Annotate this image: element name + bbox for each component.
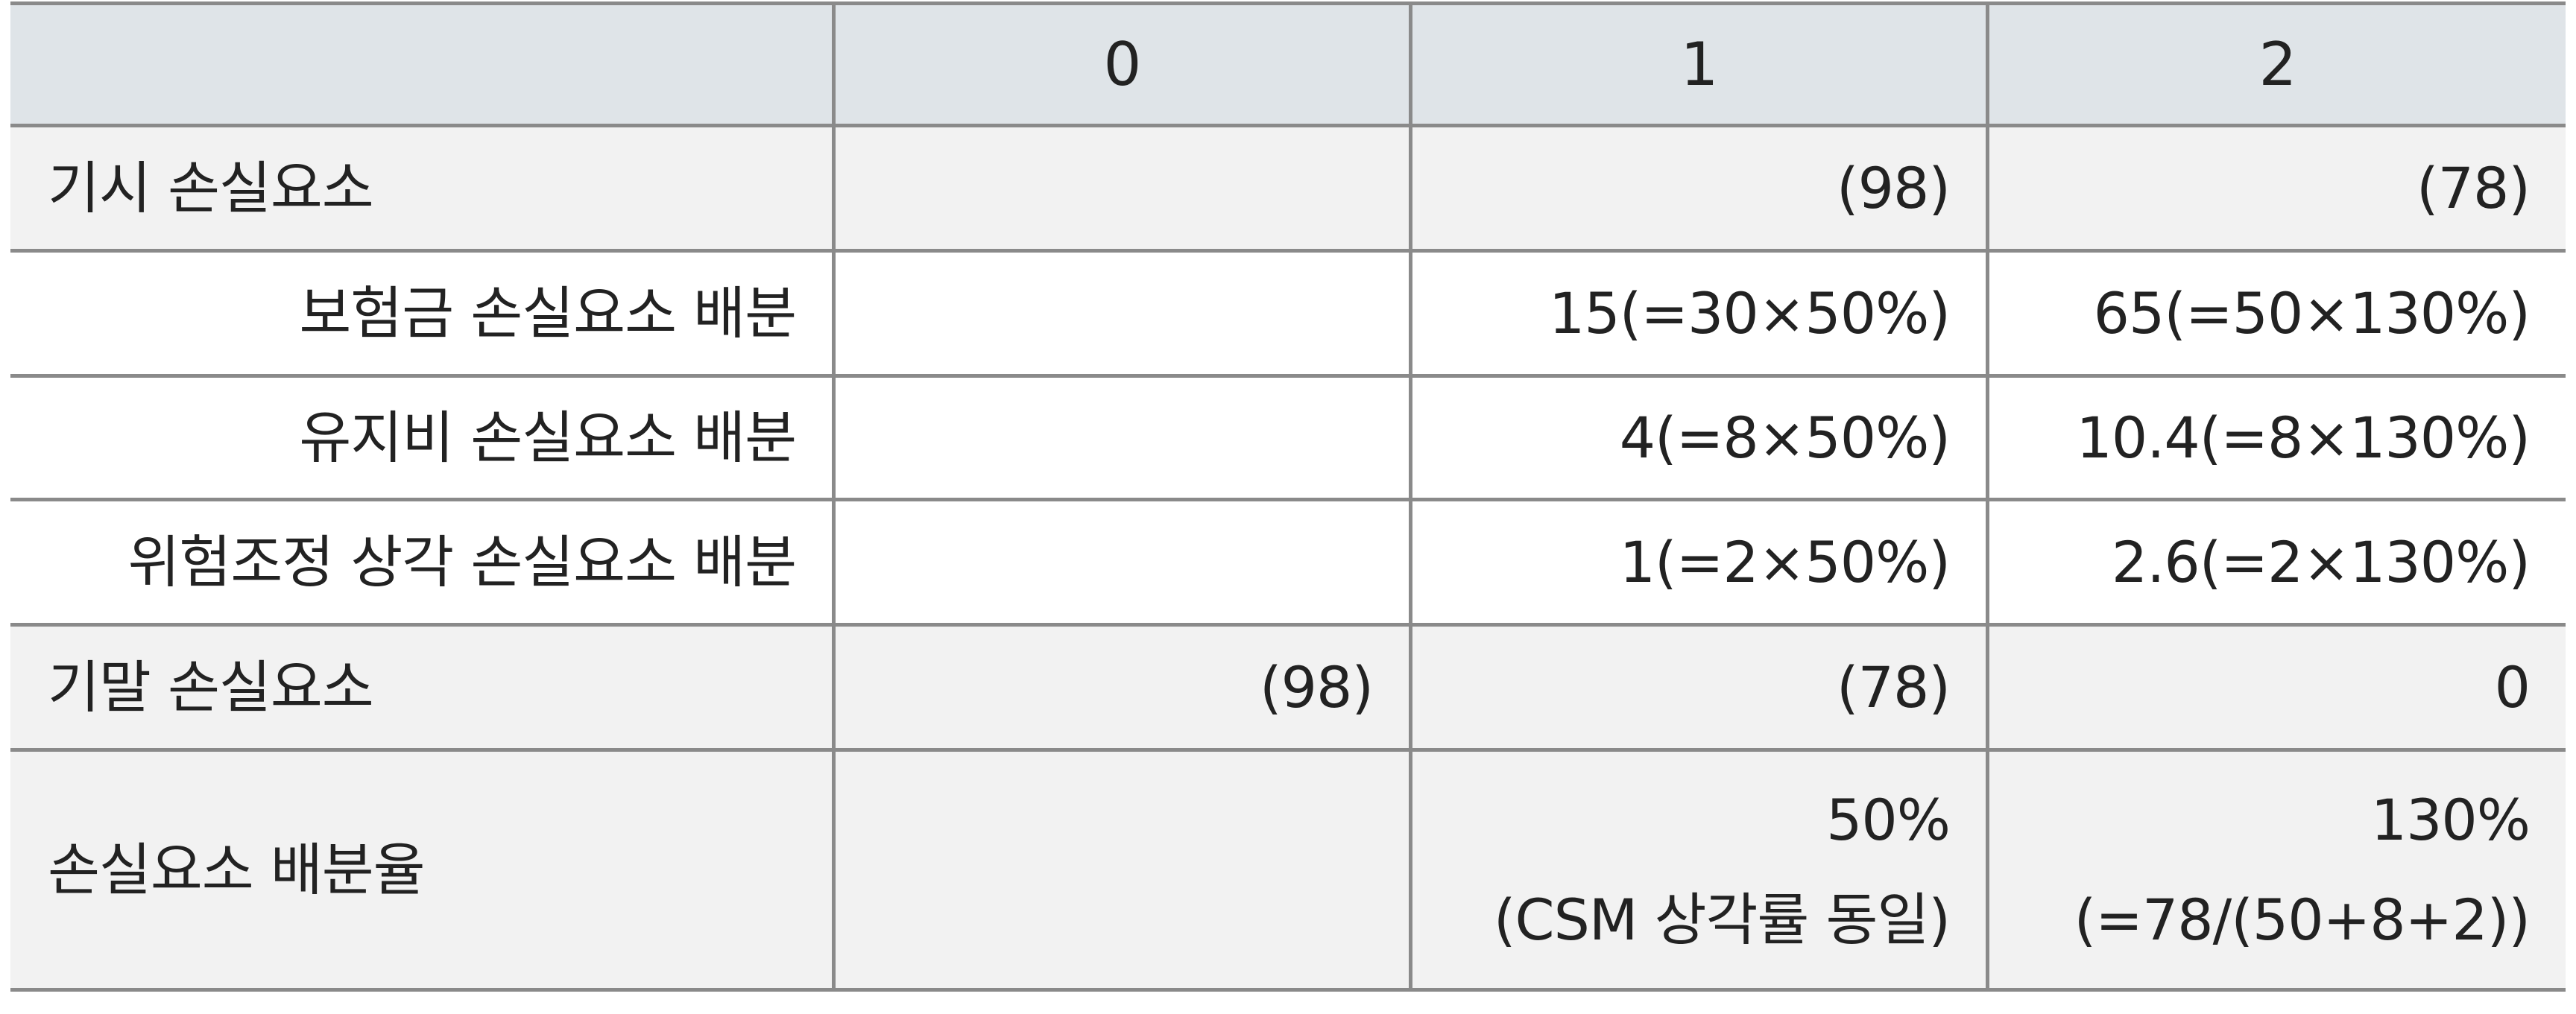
col-rule-1: [832, 1, 836, 992]
rule-after-header: [10, 124, 2566, 127]
header-period-0: 0: [1103, 29, 1142, 99]
cell-r5-c1: (78): [1836, 653, 1951, 720]
row-4-bg: [10, 499, 2566, 624]
rule-after-row-3: [10, 498, 2566, 501]
cell-r5-c0: (98): [1259, 653, 1374, 720]
col-rule-2: [1409, 1, 1412, 992]
cell-r3-c1: 4(=8×50%): [1619, 404, 1951, 471]
rule-top: [10, 1, 2566, 5]
cell-r6-c1: 50% (CSM 상각률 동일): [1412, 752, 1986, 988]
cell-r2-c2: 65(=50×130%): [2093, 279, 2531, 346]
row-3-bg: [10, 376, 2566, 499]
col-rule-3: [1986, 1, 1989, 992]
row-label-maintenance-allocation: 유지비 손실요소 배분: [299, 404, 797, 471]
row-label-allocation-ratio: 손실요소 배분율: [48, 836, 426, 903]
cell-r2-c1: 15(=30×50%): [1549, 279, 1951, 346]
cell-r3-c0: [836, 378, 1409, 498]
header-empty: [10, 5, 832, 124]
rule-after-row-5: [10, 748, 2566, 752]
rule-after-row-1: [10, 249, 2566, 253]
row-5-bg: [10, 624, 2566, 750]
ratio-formula: (=78/(50+8+2)): [2074, 886, 2531, 953]
ratio-value: 130%: [2370, 786, 2531, 853]
cell-r5-c2: 0: [2494, 653, 2531, 720]
rule-after-row-4: [10, 623, 2566, 627]
row-label-claims-allocation: 보험금 손실요소 배분: [299, 279, 797, 346]
cell-r2-c0: [836, 253, 1409, 374]
row-label-closing-loss: 기말 손실요소: [48, 653, 374, 720]
row-label-opening-loss: 기시 손실요소: [48, 154, 374, 221]
cell-r1-c2: (78): [2416, 154, 2531, 221]
header-row-bg: [10, 3, 2566, 125]
header-period-1: 1: [1680, 29, 1719, 99]
ratio-note: (CSM 상각률 동일): [1493, 886, 1951, 953]
cell-r4-c2: 2.6(=2×130%): [2111, 528, 2531, 595]
rule-after-row-2: [10, 374, 2566, 378]
cell-r4-c1: 1(=2×50%): [1619, 528, 1951, 595]
cell-r3-c2: 10.4(=8×130%): [2076, 404, 2531, 471]
cell-r6-c2: 130% (=78/(50+8+2)): [1989, 752, 2566, 988]
row-label-risk-adjustment-allocation: 위험조정 상각 손실요소 배분: [127, 528, 797, 595]
cell-r6-c0: [836, 752, 1409, 988]
header-period-2: 2: [2258, 29, 2297, 99]
ratio-value: 50%: [1826, 786, 1951, 853]
row-6-bg: [10, 750, 2566, 989]
row-1-bg: [10, 125, 2566, 250]
cell-r4-c0: [836, 501, 1409, 623]
row-2-bg: [10, 250, 2566, 376]
rule-bottom: [10, 988, 2566, 992]
cell-r1-c0: [836, 127, 1409, 249]
cell-r1-c1: (98): [1836, 154, 1951, 221]
